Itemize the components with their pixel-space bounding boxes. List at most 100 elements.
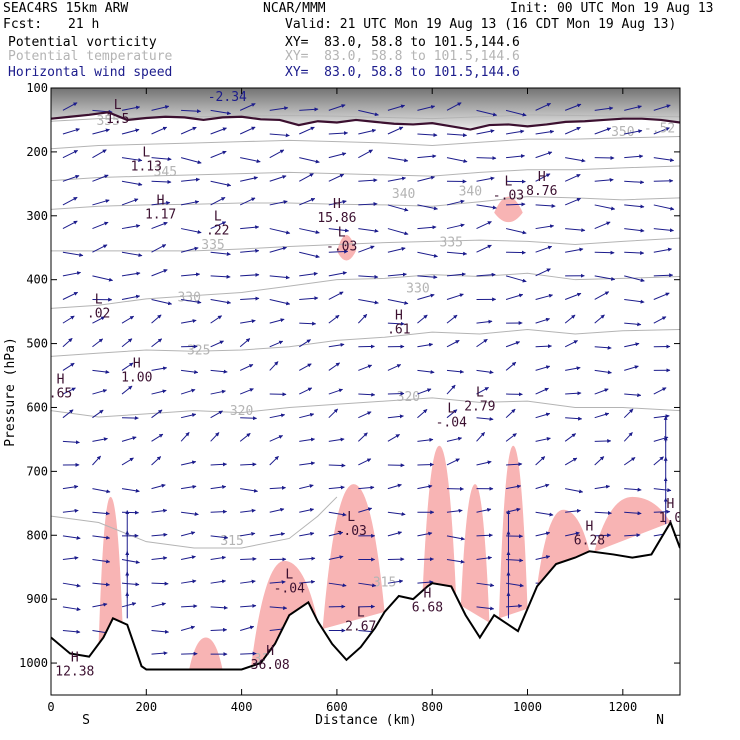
wind-vector [446,384,456,395]
wind-vector [121,251,143,258]
wind-vector [594,177,614,182]
pv-extremum-value: 2.67 [345,620,376,635]
wind-vector [446,508,463,513]
pv-extremum-value: 8.76 [526,184,557,199]
wind-vector [358,228,379,233]
wind-vector [417,204,438,211]
wind-vector [239,364,254,371]
wind-vector [151,556,168,561]
wind-vector [328,388,343,395]
wind-vector [121,157,143,163]
wind-vector [62,582,81,588]
pv-extremum-value: .02 [87,307,110,322]
pv-blob [322,484,385,629]
wind-vector [92,389,108,395]
wind-vector [299,198,316,206]
wind-vector [505,582,524,588]
wind-vector [594,345,612,350]
wind-vector [92,559,111,564]
pv-extremum-type: H [424,587,432,602]
wind-vector [210,127,227,135]
theta-label: 335 [201,238,224,253]
pv-positive-shading [98,196,671,670]
wind-vector [535,387,549,395]
wind-vector [476,319,493,324]
wind-vector [299,461,316,466]
wind-vector [417,580,434,585]
wind-vector [181,604,198,609]
wind-vector [240,531,256,537]
wind-vector [62,315,75,324]
wind-vector [151,433,164,442]
wind-vector [506,462,523,467]
wind-vector [446,369,465,374]
wind-vector [624,204,645,209]
pv-extremum-value: .65 [49,387,72,402]
wind-vector [180,460,197,466]
wind-vector [446,272,466,277]
y-axis-label: Pressure (hPa) [3,337,18,447]
wind-vector [151,221,168,230]
y-tick-label: 300 [26,209,48,223]
wind-vector [417,133,438,138]
wind-vector [564,433,576,442]
wind-vector [299,271,318,277]
wind-vector [565,157,586,163]
wind-vector [121,385,133,395]
wind-vector [358,202,378,207]
plot-frame [50,87,681,696]
theta-label: 355 [96,114,119,129]
wind-vector [180,319,197,324]
wind-vector [535,317,551,324]
wind-vector [269,246,287,253]
wind-vector [180,432,190,442]
wind-vector [180,555,196,561]
pv-extremum-type: H [538,170,546,185]
wind-vector [564,340,578,348]
wind-vector [180,388,196,395]
wind-vector [92,582,110,587]
fcst-value: 21 h [68,17,100,32]
wind-vector [180,531,196,537]
wind-vector [210,369,228,374]
wind-vector [417,293,435,300]
wind-vector [180,625,196,631]
wind-vector [564,103,582,111]
wind-vector [151,269,168,277]
theta-label: 320 [230,404,253,419]
wind-vector [92,455,101,466]
pv-blob [460,484,490,623]
axes: 0 200 400 600 800 1000 1200 100 200 300 400 500 600 7… [19,81,680,714]
wind-vector [476,533,493,538]
wind-vector [62,629,81,634]
wind-vector [239,103,256,111]
wind-vector [476,460,492,466]
wind-vector [92,244,108,253]
wind-vector [623,408,634,419]
wind-vector [240,225,260,230]
wind-vector [240,296,260,301]
wind-vector [476,272,496,277]
wind-vector [181,272,201,277]
wind-vector [653,488,672,493]
wind-vector [653,292,670,300]
wind-vector [121,559,140,565]
wind-vector [62,606,81,612]
x-tick-label: 600 [326,700,348,714]
wind-vector [387,579,404,584]
wind-vector [417,369,435,374]
wind-vector [417,437,434,442]
wind-vector [417,557,434,562]
theta-label: 340 [392,187,415,202]
x-tick-label: 1200 [608,700,637,714]
wind-vector [210,109,232,116]
wind-vector [653,387,667,395]
wind-vector [328,291,344,300]
wind-vector [594,204,616,211]
pv-blob [98,496,123,644]
theta-label: 340 [459,184,482,199]
wind-vector [358,298,379,305]
wind-vector [151,651,168,656]
pv-extremum-value: .22 [206,224,229,239]
terrain-line [51,520,680,671]
